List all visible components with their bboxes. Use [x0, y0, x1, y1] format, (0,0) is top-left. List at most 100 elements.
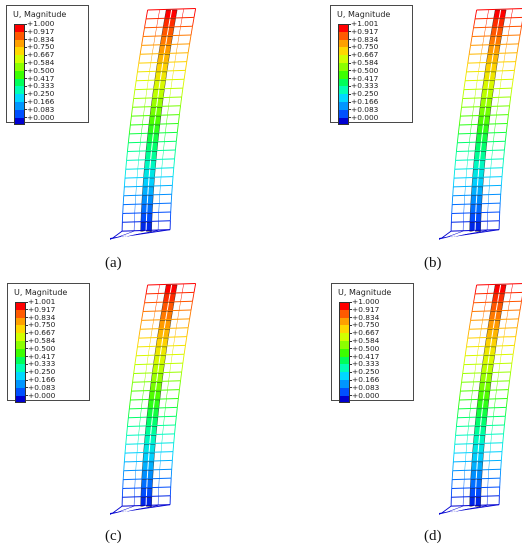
panel-c: U, Magnitude +1.001 +0.917 +0.834 +0.750 +0.…	[0, 275, 261, 550]
core-opening	[151, 133, 154, 143]
column	[154, 27, 157, 37]
column	[184, 61, 188, 71]
floor-slab	[451, 504, 500, 507]
legend-value: +0.166	[24, 374, 56, 384]
column	[500, 460, 502, 470]
floor-slab	[465, 78, 514, 82]
column	[172, 442, 175, 452]
column	[160, 177, 162, 187]
core-opening	[488, 71, 491, 81]
column	[500, 346, 503, 356]
core-opening	[482, 116, 485, 126]
legend-swatch	[338, 24, 349, 32]
legend-swatch	[338, 86, 349, 95]
core-opening	[156, 98, 159, 108]
column	[474, 9, 478, 19]
column	[464, 461, 466, 471]
legend: U, Magnitude +1.001 +0.917 +0.834 +0.750 +0.…	[330, 5, 413, 126]
column	[461, 98, 464, 108]
column	[160, 168, 163, 178]
floor-slab	[136, 353, 185, 357]
column	[162, 150, 164, 160]
column	[513, 336, 517, 346]
column	[139, 142, 141, 152]
column	[478, 63, 481, 72]
column	[159, 186, 161, 196]
legend-swatch	[15, 356, 26, 365]
legend-value: +0.917	[23, 26, 55, 36]
column	[510, 9, 513, 19]
column	[452, 453, 455, 462]
legend-value: +1.001	[347, 19, 379, 28]
floor-slab	[453, 184, 502, 188]
legend-swatch	[14, 24, 25, 32]
column	[491, 150, 493, 160]
column	[501, 167, 504, 177]
column	[177, 389, 180, 399]
column	[485, 18, 488, 28]
column	[466, 435, 468, 445]
legend-swatch	[339, 348, 350, 357]
column	[193, 283, 197, 293]
column	[181, 9, 184, 19]
legend-swatch	[339, 387, 350, 396]
column	[164, 133, 166, 143]
floor-slab	[134, 87, 183, 91]
core-opening	[475, 195, 478, 205]
column	[157, 9, 160, 19]
core-opening	[165, 311, 168, 321]
column	[504, 44, 507, 54]
column	[490, 434, 492, 444]
column	[506, 310, 509, 320]
column	[464, 346, 467, 356]
legend-value: +0.083	[347, 104, 379, 114]
column	[175, 132, 178, 142]
column	[499, 194, 502, 204]
floor-slab	[138, 61, 187, 64]
column	[466, 160, 468, 170]
column	[509, 18, 512, 28]
column	[145, 364, 148, 374]
column	[452, 178, 455, 187]
column	[486, 9, 489, 19]
column	[485, 293, 488, 303]
column	[123, 461, 125, 471]
column	[184, 336, 188, 346]
column	[474, 284, 478, 294]
column	[486, 284, 489, 294]
column	[472, 382, 474, 392]
floor-slab	[454, 167, 503, 170]
floor-slab	[122, 495, 171, 498]
legend-swatch	[14, 94, 25, 102]
legend-value: +0.750	[24, 320, 56, 330]
column	[507, 301, 510, 311]
floor-slab	[459, 398, 508, 401]
column	[173, 158, 176, 168]
floor-slab	[146, 16, 195, 20]
floor-slab	[128, 140, 177, 144]
legend-swatch	[14, 78, 25, 87]
column	[144, 18, 147, 28]
floor-slab	[137, 344, 186, 348]
column	[476, 71, 479, 81]
floor-slab	[125, 167, 174, 170]
legend-value: +0.166	[347, 96, 379, 106]
column	[465, 444, 468, 454]
legend-value: +0.750	[348, 320, 380, 330]
floor-slab	[132, 105, 181, 108]
column	[468, 320, 472, 330]
column	[182, 79, 185, 89]
legend-swatch	[338, 101, 349, 110]
column	[471, 27, 474, 37]
core-opening	[491, 329, 494, 339]
column	[479, 54, 482, 64]
column	[135, 71, 138, 81]
column	[122, 470, 125, 480]
column	[147, 71, 150, 81]
core-opening	[498, 284, 502, 294]
column	[492, 416, 494, 426]
floor-slab	[453, 459, 502, 463]
column	[151, 320, 154, 330]
core-opening	[488, 346, 491, 356]
